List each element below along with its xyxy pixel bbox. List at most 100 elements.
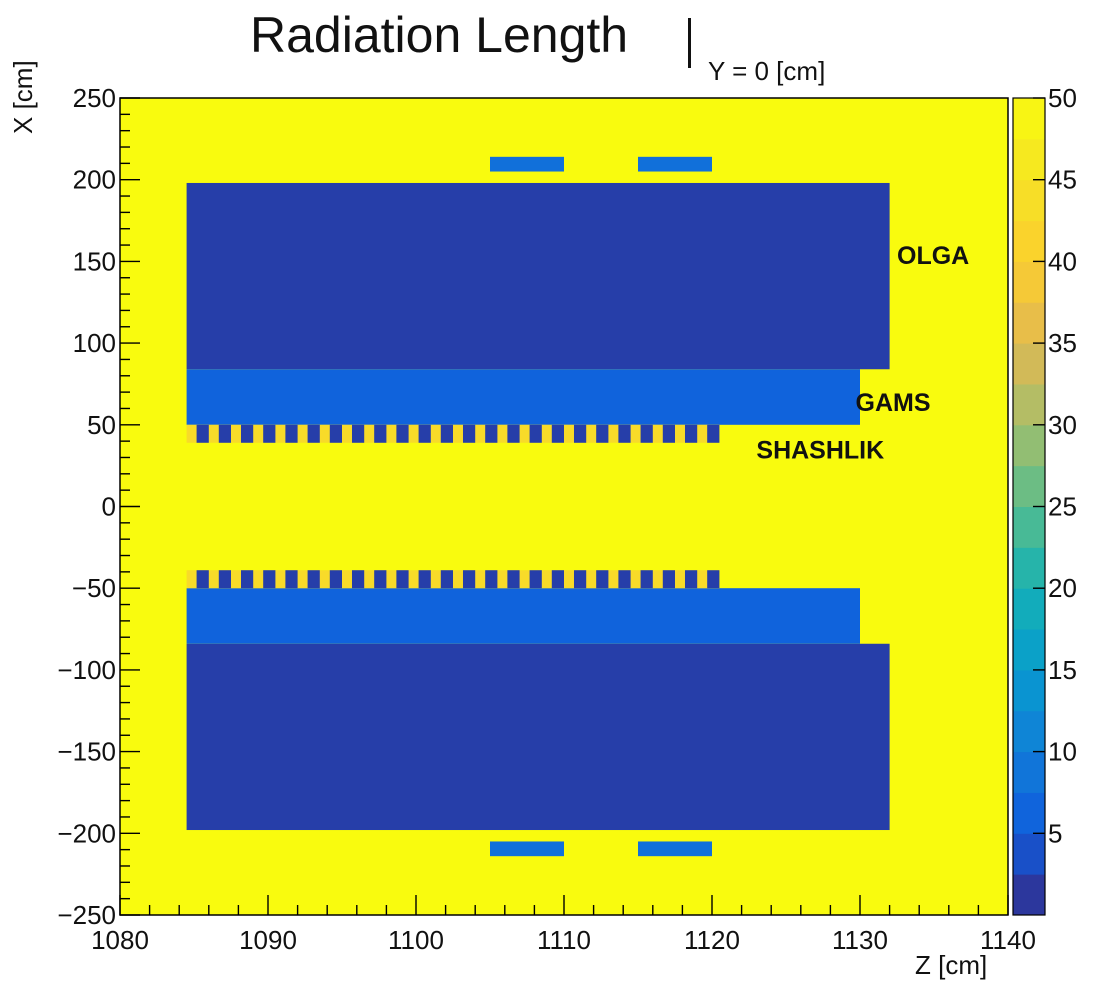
y-tick-label: 150 (73, 246, 116, 276)
shashlik-module (662, 570, 675, 589)
x-tick-label: 1130 (832, 925, 888, 955)
x-tick-label: 1100 (388, 925, 444, 955)
colorbar-tick-label: 20 (1048, 573, 1077, 603)
y-tick-label: 50 (87, 410, 116, 440)
colorbar-bin (1013, 547, 1045, 589)
colorbar-tick-label: 45 (1048, 165, 1077, 195)
colorbar-tick-label: 30 (1048, 410, 1077, 440)
shashlik-module (351, 570, 365, 589)
colorbar-bin (1013, 220, 1045, 262)
shashlik-module (351, 424, 365, 443)
shashlik-module (551, 570, 564, 589)
chart-title-subscript: Y = 0 [cm] (708, 56, 826, 86)
shashlik-module (218, 424, 231, 443)
shashlik-module (684, 424, 698, 443)
colorbar-bin (1013, 629, 1045, 671)
shashlik-module (285, 424, 298, 443)
y-tick-label: −150 (57, 737, 116, 767)
y-tick-label: 0 (102, 492, 116, 522)
shashlik-module (529, 570, 542, 589)
colorbar-bin (1013, 343, 1045, 385)
shashlik-module (551, 424, 564, 443)
colorbar-bin (1013, 465, 1045, 507)
shashlik-module (684, 570, 698, 589)
shashlik-module (462, 424, 476, 443)
colorbar-tick-label: 50 (1048, 83, 1077, 113)
y-tick-label: −50 (72, 573, 116, 603)
y-tick-label: −200 (57, 818, 116, 848)
colorbar-bin (1013, 751, 1045, 793)
shashlik-module (529, 424, 542, 443)
y-tick-label: 100 (73, 328, 116, 358)
region-block (638, 156, 712, 172)
y-tick-label: −100 (57, 655, 116, 685)
x-tick-label: 1110 (537, 925, 591, 955)
colorbar-bin (1013, 588, 1045, 630)
shashlik-module (507, 570, 520, 589)
colorbar-tick-label: 40 (1048, 246, 1077, 276)
shashlik-module (396, 424, 409, 443)
shashlik-module (573, 424, 587, 443)
shashlik-module (263, 570, 276, 589)
shashlik-module (485, 424, 498, 443)
colorbar-bin (1013, 669, 1045, 712)
shashlik-module (263, 424, 276, 443)
x-tick-label: 1080 (91, 925, 149, 955)
x-axis-label: Z [cm] (915, 950, 988, 980)
colorbar-bin (1013, 833, 1045, 875)
colorbar-bin (1013, 179, 1045, 222)
shashlik-module (640, 424, 653, 443)
region-gams (186, 588, 861, 644)
colorbar-bin (1013, 261, 1045, 303)
shashlik-module (662, 424, 675, 443)
shashlik-module (396, 570, 409, 589)
evaluation-bar (688, 18, 691, 68)
colorbar-tick-label: 10 (1048, 737, 1077, 767)
colorbar-bin (1013, 874, 1045, 916)
shashlik-module (618, 570, 631, 589)
region-block (490, 156, 564, 172)
y-tick-label: 200 (73, 165, 116, 195)
colorbar-bin (1013, 98, 1045, 140)
shashlik-module (240, 570, 254, 589)
y-tick-label: 250 (73, 83, 116, 113)
shashlik-module (462, 570, 476, 589)
colorbar-tick-label: 25 (1048, 492, 1077, 522)
region-olga (186, 643, 890, 831)
shashlik-module (218, 570, 231, 589)
shashlik-module (418, 424, 431, 443)
colorbar-bin (1013, 710, 1045, 753)
shashlik-module (596, 570, 609, 589)
x-tick-label: 1120 (684, 925, 740, 955)
y-axis-label: X [cm] (8, 60, 38, 134)
x-tick-label: 1140 (980, 925, 1036, 955)
shashlik-module (196, 424, 209, 443)
shashlik-module (573, 570, 587, 589)
shashlik-module (285, 570, 298, 589)
colorbar-bin (1013, 138, 1045, 181)
colorbar-bin (1013, 506, 1045, 548)
shashlik-module (374, 424, 387, 443)
colorbar-bin (1013, 302, 1045, 344)
shashlik-module (196, 570, 209, 589)
annotation-shashlik: SHASHLIK (756, 436, 884, 464)
shashlik-module (507, 424, 520, 443)
colorbar-tick-label: 15 (1048, 655, 1077, 685)
annotation-gams: GAMS (856, 389, 931, 417)
region-block (638, 841, 712, 857)
shashlik-module (640, 570, 653, 589)
shashlik-module (707, 424, 720, 443)
shashlik-band (186, 570, 720, 589)
colorbar-tick-label: 5 (1048, 818, 1062, 848)
colorbar-bin (1013, 424, 1045, 467)
shashlik-module (418, 570, 431, 589)
x-tick-label: 1090 (239, 925, 297, 955)
shashlik-module (240, 424, 254, 443)
colorbar-bin (1013, 383, 1045, 426)
region-olga (186, 182, 890, 370)
shashlik-module (329, 424, 342, 443)
shashlik-module (307, 424, 320, 443)
region-gams (186, 369, 861, 425)
